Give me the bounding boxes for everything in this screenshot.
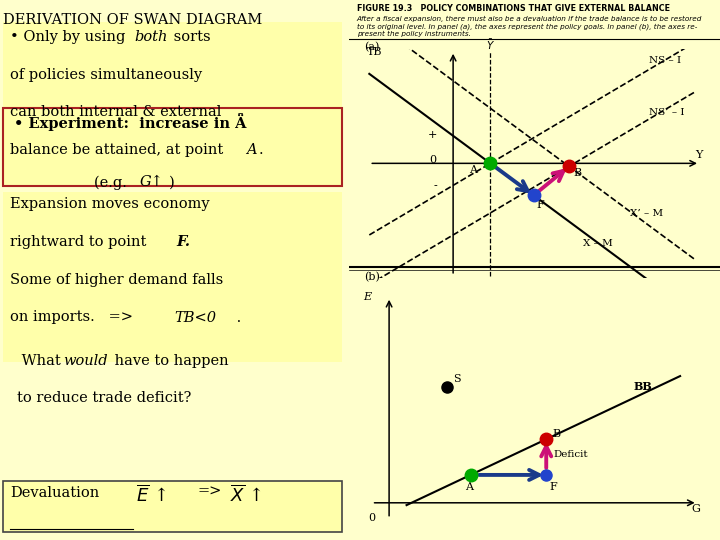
Text: BB: BB	[634, 381, 652, 392]
Text: Devaluation: Devaluation	[11, 486, 100, 500]
Text: B: B	[574, 167, 582, 178]
Text: FIGURE 19.3   POLICY COMBINATIONS THAT GIVE EXTERNAL BALANCE: FIGURE 19.3 POLICY COMBINATIONS THAT GIV…	[356, 4, 670, 13]
Text: • Experiment:  increase in Ǟ: • Experiment: increase in Ǟ	[14, 113, 246, 131]
Text: E: E	[363, 292, 371, 301]
Text: can both internal & external: can both internal & external	[11, 105, 222, 119]
Text: DERIVATION OF SWAN DIAGRAM: DERIVATION OF SWAN DIAGRAM	[4, 14, 263, 28]
Text: Some of higher demand falls: Some of higher demand falls	[11, 273, 224, 287]
Text: of policies simultaneously: of policies simultaneously	[11, 68, 202, 82]
Text: TB<0: TB<0	[174, 310, 217, 325]
Bar	[4, 22, 342, 165]
Text: Expansion moves economy: Expansion moves economy	[11, 197, 210, 211]
Text: Y: Y	[696, 150, 703, 160]
Text: $\bar{Y}$: $\bar{Y}$	[486, 37, 495, 51]
Text: .: .	[233, 310, 241, 325]
Text: both: both	[135, 30, 168, 44]
Text: S: S	[453, 374, 461, 384]
Text: ): )	[169, 176, 175, 190]
Bar	[4, 481, 342, 532]
Bar	[4, 192, 342, 362]
Text: (a): (a)	[364, 42, 379, 52]
Text: on imports.   =>: on imports. =>	[11, 310, 148, 325]
Bar	[4, 108, 342, 186]
Text: (b): (b)	[364, 272, 380, 282]
Text: • Only by using: • Only by using	[11, 30, 130, 44]
Text: F: F	[536, 200, 544, 210]
Text: NS – I: NS – I	[649, 56, 681, 65]
Text: would: would	[63, 354, 107, 368]
Text: B: B	[552, 429, 560, 438]
Text: $\overline{E}$ ↑: $\overline{E}$ ↑	[136, 485, 166, 507]
Text: rightward to point: rightward to point	[11, 235, 151, 249]
Text: $\overline{X}$ ↑: $\overline{X}$ ↑	[230, 485, 263, 507]
Text: TB: TB	[367, 48, 382, 57]
Text: A: A	[246, 143, 257, 157]
Text: 0: 0	[369, 514, 376, 523]
Text: Deficit: Deficit	[553, 450, 588, 459]
Text: After a fiscal expansion, there must also be a devaluation if the trade balance : After a fiscal expansion, there must als…	[356, 16, 702, 37]
Text: X – M: X – M	[583, 239, 613, 248]
Text: A: A	[465, 482, 473, 492]
Text: .: .	[258, 143, 263, 157]
Text: NS’ – I: NS’ – I	[649, 107, 684, 117]
Text: balance be attained, at point: balance be attained, at point	[11, 143, 228, 157]
Text: sorts: sorts	[169, 30, 211, 44]
Text: A: A	[469, 165, 477, 176]
Text: to reduce trade deficit?: to reduce trade deficit?	[17, 392, 192, 406]
Text: -: -	[433, 180, 437, 191]
Text: What: What	[17, 354, 66, 368]
Text: +: +	[428, 130, 437, 140]
Text: F.: F.	[176, 235, 190, 249]
Text: have to happen: have to happen	[110, 354, 229, 368]
Text: F: F	[549, 482, 557, 492]
Text: =>: =>	[197, 485, 222, 499]
Text: (e.g.: (e.g.	[94, 176, 132, 190]
Text: G: G	[692, 504, 701, 514]
Text: G↑: G↑	[140, 176, 163, 190]
Text: 0: 0	[430, 156, 437, 165]
Text: X’ – M: X’ – M	[630, 209, 663, 218]
